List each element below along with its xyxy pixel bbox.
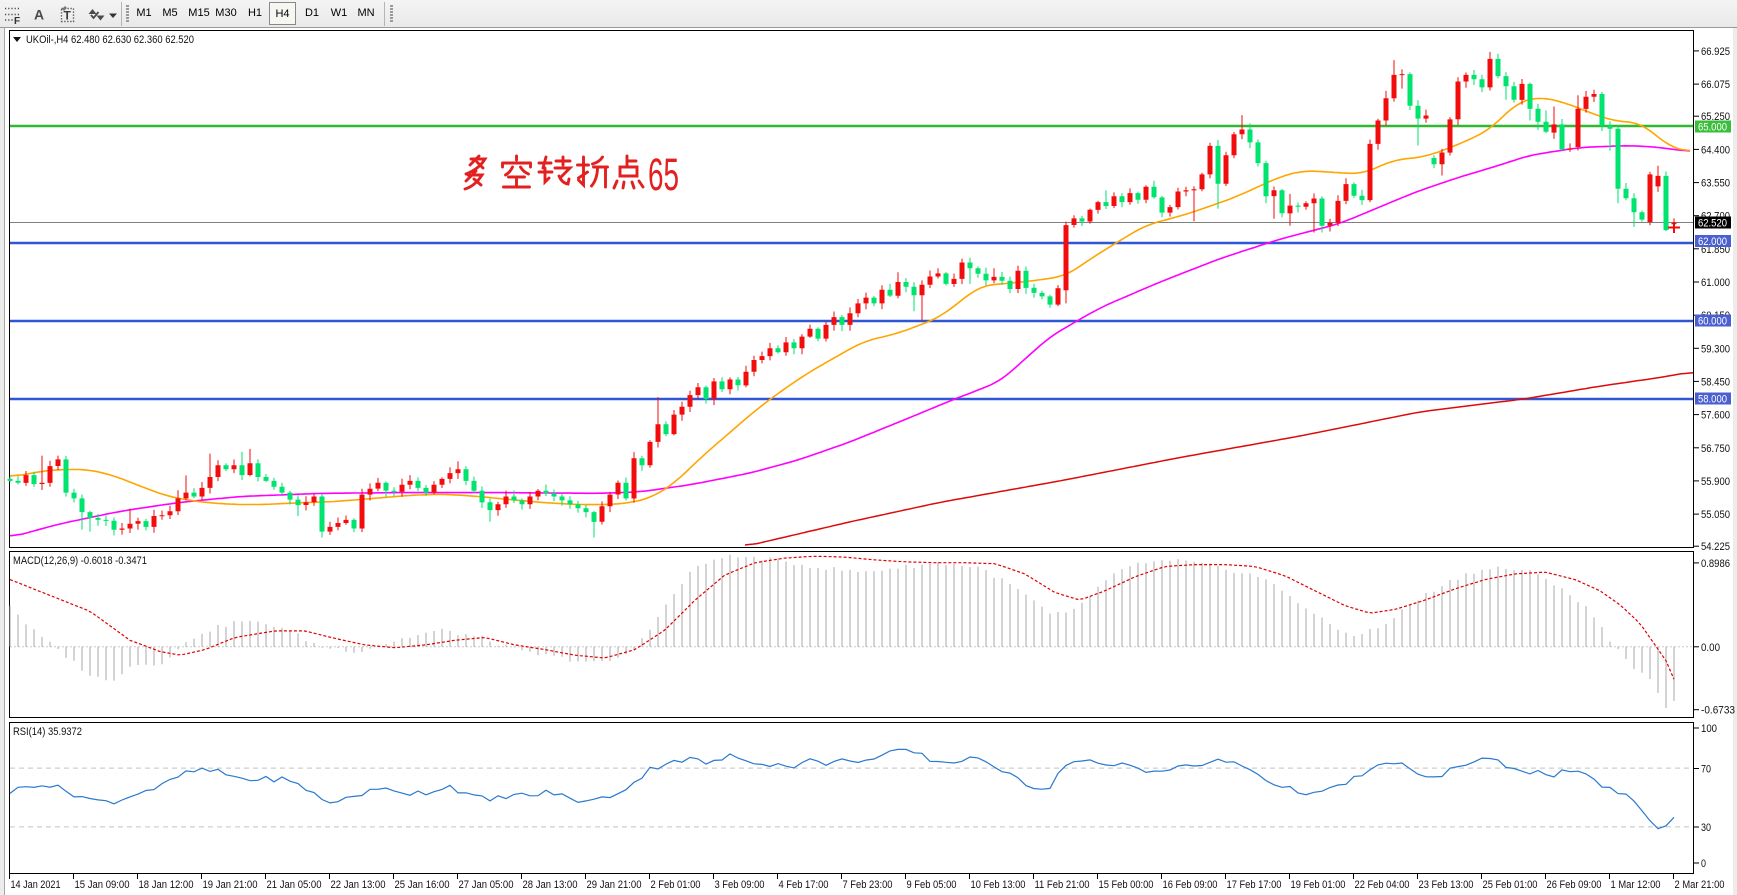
svg-text:9 Feb 05:00: 9 Feb 05:00: [907, 879, 957, 891]
svg-text:A: A: [34, 7, 44, 23]
svg-text:17 Feb 17:00: 17 Feb 17:00: [1227, 879, 1282, 891]
svg-text:25 Feb 01:00: 25 Feb 01:00: [1483, 879, 1538, 891]
svg-text:MACD(12,26,9) -0.6018 -0.3471: MACD(12,26,9) -0.6018 -0.3471: [13, 555, 147, 567]
svg-text:F: F: [14, 16, 20, 27]
svg-text:23 Feb 13:00: 23 Feb 13:00: [1419, 879, 1474, 891]
svg-text:0: 0: [1701, 858, 1706, 870]
svg-text:11 Feb 21:00: 11 Feb 21:00: [1035, 879, 1090, 891]
svg-text:66.075: 66.075: [1701, 79, 1730, 91]
svg-text:19 Jan 21:00: 19 Jan 21:00: [203, 879, 258, 891]
svg-text:57.600: 57.600: [1701, 410, 1730, 422]
svg-text:3 Feb 09:00: 3 Feb 09:00: [715, 879, 765, 891]
svg-text:54.225: 54.225: [1701, 541, 1730, 553]
svg-text:55.050: 55.050: [1701, 509, 1730, 521]
svg-text:56.750: 56.750: [1701, 443, 1730, 455]
svg-text:55.900: 55.900: [1701, 476, 1730, 488]
svg-text:100: 100: [1701, 723, 1717, 735]
svg-text:2 Feb 01:00: 2 Feb 01:00: [651, 879, 701, 891]
svg-text:61.000: 61.000: [1701, 277, 1730, 289]
svg-text:16 Feb 09:00: 16 Feb 09:00: [1163, 879, 1218, 891]
svg-text:18 Jan 12:00: 18 Jan 12:00: [139, 879, 194, 891]
svg-text:22 Feb 04:00: 22 Feb 04:00: [1355, 879, 1410, 891]
svg-text:T: T: [64, 9, 72, 23]
svg-text:RSI(14) 35.9372: RSI(14) 35.9372: [13, 726, 82, 738]
svg-text:28 Jan 13:00: 28 Jan 13:00: [523, 879, 578, 891]
svg-text:15 Jan 09:00: 15 Jan 09:00: [75, 879, 130, 891]
svg-text:26 Feb 09:00: 26 Feb 09:00: [1547, 879, 1602, 891]
svg-text:15 Feb 00:00: 15 Feb 00:00: [1099, 879, 1154, 891]
svg-text:1 Mar 12:00: 1 Mar 12:00: [1611, 879, 1661, 891]
svg-text:-0.6733: -0.6733: [1701, 705, 1735, 717]
svg-text:63.550: 63.550: [1701, 178, 1730, 190]
svg-text:58.000: 58.000: [1698, 394, 1727, 406]
svg-text:10 Feb 13:00: 10 Feb 13:00: [971, 879, 1026, 891]
svg-text:62.000: 62.000: [1698, 236, 1727, 248]
svg-text:19 Feb 01:00: 19 Feb 01:00: [1291, 879, 1346, 891]
svg-text:7 Feb 23:00: 7 Feb 23:00: [843, 879, 893, 891]
svg-text:65.250: 65.250: [1701, 111, 1730, 123]
svg-text:65: 65: [648, 149, 679, 200]
svg-text:29 Jan 21:00: 29 Jan 21:00: [587, 879, 642, 891]
svg-text:27 Jan 05:00: 27 Jan 05:00: [459, 879, 514, 891]
svg-text:59.300: 59.300: [1701, 343, 1730, 355]
svg-text:58.450: 58.450: [1701, 376, 1730, 388]
svg-text:64.400: 64.400: [1701, 144, 1730, 156]
svg-text:60.000: 60.000: [1698, 316, 1727, 328]
svg-text:2 Mar 21:00: 2 Mar 21:00: [1675, 879, 1725, 891]
svg-text:0.00: 0.00: [1701, 642, 1720, 654]
svg-text:65.000: 65.000: [1698, 122, 1727, 134]
svg-text:66.925: 66.925: [1701, 46, 1730, 58]
svg-text:25 Jan 16:00: 25 Jan 16:00: [395, 879, 450, 891]
svg-text:22 Jan 13:00: 22 Jan 13:00: [331, 879, 386, 891]
svg-text:62.520: 62.520: [1698, 218, 1727, 230]
svg-text:70: 70: [1701, 764, 1711, 776]
svg-text:21 Jan 05:00: 21 Jan 05:00: [267, 879, 322, 891]
svg-text:4 Feb 17:00: 4 Feb 17:00: [779, 879, 829, 891]
svg-text:UKOil-,H4 62.480 62.630 62.36: UKOil-,H4 62.480 62.630 62.360 62.520: [26, 34, 194, 46]
svg-text:14 Jan 2021: 14 Jan 2021: [11, 879, 61, 891]
svg-text:30: 30: [1701, 822, 1711, 834]
svg-text:0.8986: 0.8986: [1701, 558, 1730, 570]
